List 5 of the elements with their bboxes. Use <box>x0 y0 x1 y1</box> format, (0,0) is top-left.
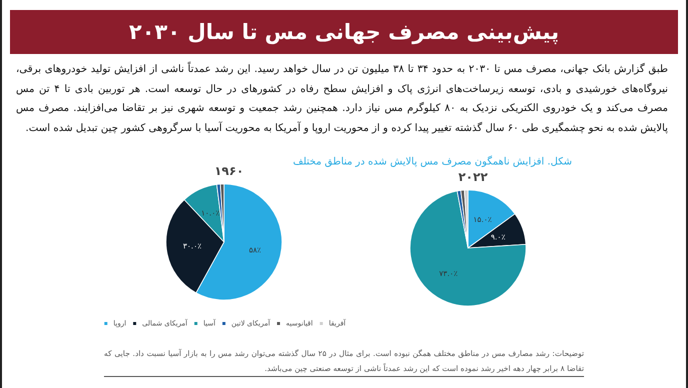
chart-title: ۱۹۶۰ <box>214 164 244 178</box>
text: طبق گزارش بانک جهانی، مصرف مس تا ۲۰۳۰ به حدود ۳۴ تا ۳۸ میلیون تن در سال خواهد رسید. این رشد عمدتاً ناشی از افزایش تولید خودروهای برقی، نیروگاه‌های خورشیدی و بادی، توسعه زیرساخت‌های انرژی پاک و افزایش سطح رفاه در کشورهای در حال توسعه است. هر توربین بادی تا ۴ تن مس مصرف می‌کند و یک خودروی الکتریکی نزدیک به ۸۰ کیلوگرم مس نیاز دارد. همچنین رشد جمعیت و توسعه شهری نیز بر تقاضا می‌افزایند. مصرف مس پالایش شده به نحو چشمگیری طی ۶۰ سال گذشته تغییر پیدا کرده و از محوریت اروپا و آمریکا به محوریت آسیا با سرگروهی کشور چین تبدیل شده است. <box>16 60 668 136</box>
chart-subtitle: شکل. افزایش ناهمگون مصرف مس پالایش شده در مناطق مختلف <box>292 156 572 168</box>
text: پیش‌بینی مصرف جهانی مس تا سال ۲۰۳۰ <box>10 10 678 54</box>
chart-title: ۲۰۲۲ <box>458 170 488 184</box>
